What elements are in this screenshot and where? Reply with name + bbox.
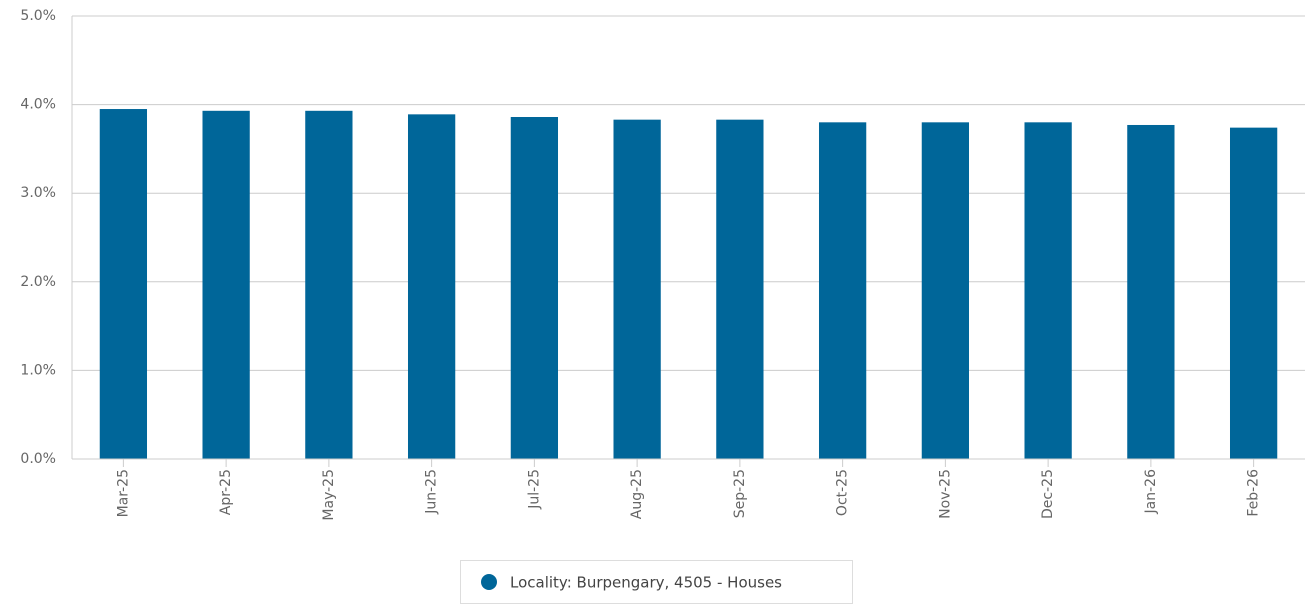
x-tick-label: Oct-25: [835, 469, 851, 516]
y-tick-label: 0.0%: [20, 451, 56, 467]
x-tick-label: Mar-25: [115, 469, 131, 517]
bar: [99, 109, 148, 459]
y-tick-label: 1.0%: [20, 362, 56, 378]
legend-marker: [481, 574, 497, 590]
y-tick-label: 3.0%: [20, 185, 56, 201]
y-tick-label: 5.0%: [20, 8, 56, 24]
y-tick-label: 2.0%: [20, 274, 56, 290]
x-tick-label: May-25: [321, 469, 337, 521]
x-tick-label: Feb-26: [1246, 469, 1262, 517]
x-tick-label: Jul-25: [526, 469, 542, 510]
y-tick-label: 4.0%: [20, 97, 56, 113]
x-tick-label: Dec-25: [1040, 469, 1056, 519]
x-tick-label: Jan-26: [1143, 469, 1159, 515]
x-tick-label: Nov-25: [937, 469, 953, 519]
bar: [510, 117, 559, 459]
x-tick-label: Sep-25: [732, 469, 748, 518]
bar: [1127, 124, 1175, 459]
bar: [407, 114, 456, 459]
bar: [921, 122, 970, 459]
bar: [202, 110, 250, 459]
x-tick-label: Jun-25: [424, 469, 440, 515]
bar: [613, 119, 661, 460]
bar: [1229, 127, 1278, 460]
bar: [716, 119, 764, 460]
x-tick-label: Apr-25: [218, 469, 234, 515]
legend-label: Locality: Burpengary, 4505 - Houses: [510, 574, 782, 592]
bar: [818, 122, 867, 459]
bar: [1024, 122, 1072, 459]
bar: [305, 110, 353, 459]
x-tick-label: Aug-25: [629, 469, 645, 519]
